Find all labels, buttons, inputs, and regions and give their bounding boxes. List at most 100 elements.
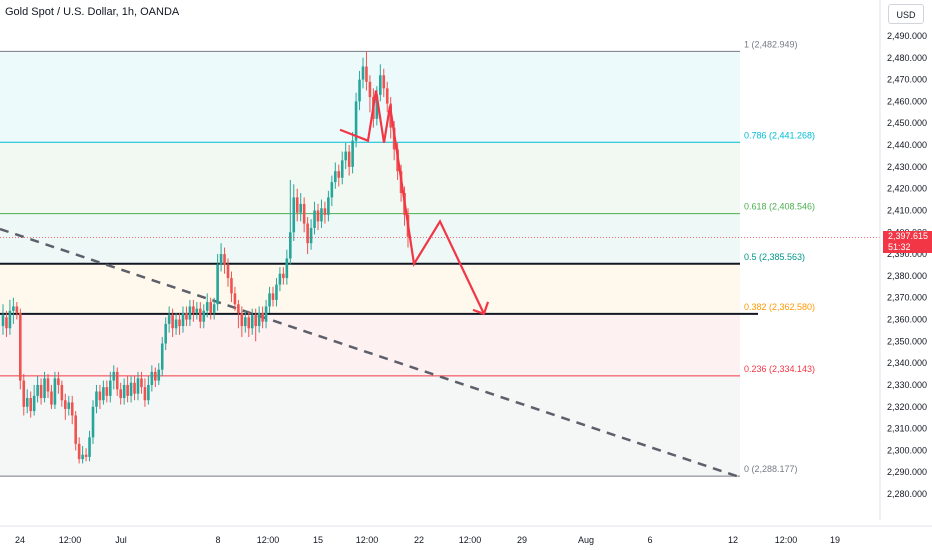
fib-band [0, 213, 740, 264]
countdown-timer: 51:32 [888, 242, 911, 252]
candle [195, 302, 199, 320]
time-tick-label: 19 [830, 535, 840, 545]
candle [257, 306, 261, 333]
candle [244, 310, 247, 333]
candle-body [39, 384, 43, 399]
candle-body [192, 306, 195, 313]
price-tick-label: 2,430.000 [887, 162, 927, 172]
price-tick-label: 2,330.000 [887, 380, 927, 390]
candle [122, 378, 126, 405]
candle-body [375, 94, 379, 119]
candle [181, 306, 185, 333]
candle-body [164, 323, 167, 344]
candle-body [74, 415, 77, 444]
price-tick-label: 2,280.000 [887, 489, 927, 499]
candle-body [150, 371, 154, 385]
candle [226, 258, 230, 287]
fib-label: 0.382 (2,362.580) [744, 302, 815, 312]
candle-body [289, 232, 292, 259]
candle-body [8, 310, 12, 329]
candle [25, 389, 29, 414]
time-tick-label: 12:00 [356, 535, 379, 545]
candle [74, 411, 77, 451]
currency-button[interactable]: USD [888, 4, 924, 24]
candle [347, 145, 351, 176]
price-tick-label: 2,380.000 [887, 271, 927, 281]
candle-body [271, 293, 275, 300]
projection-path[interactable] [0, 90, 880, 316]
candle-body [5, 317, 8, 329]
candle-body [19, 312, 22, 381]
candle-body [157, 369, 161, 381]
candle [164, 317, 167, 351]
price-axis[interactable]: 2,490.000 2,480.000 2,470.000 2,460.000 2,45… [879, 0, 927, 520]
projection-line [339, 90, 485, 315]
candle-body [347, 151, 351, 167]
candle-body [354, 101, 358, 141]
candle-body [233, 293, 237, 305]
candle-body [223, 254, 226, 265]
candle [233, 286, 237, 311]
candle [302, 197, 306, 233]
candle [64, 393, 67, 420]
fib-retracement[interactable]: 1 (2,482.949) 0.786 (2,441.268) 0.618 (2,4… [0, 39, 815, 477]
candle-body [202, 310, 206, 322]
time-tick-label: Aug [578, 535, 594, 545]
candle-body [302, 203, 306, 224]
candle-body [185, 312, 188, 320]
candle [361, 57, 365, 89]
candle-body [365, 66, 368, 82]
candle-body [136, 378, 140, 394]
price-tick-label: 2,480.000 [887, 53, 927, 63]
candle [22, 374, 26, 416]
candle-body [46, 378, 50, 392]
candle [237, 299, 240, 329]
candle [119, 382, 122, 405]
candle-body [178, 319, 181, 327]
candle [282, 267, 285, 285]
time-axis[interactable]: 24 12:00 Jul 8 12:00 15 12:00 22 12:00 29 Aug 6 12 12… [0, 525, 932, 545]
candle [81, 446, 84, 464]
candle-body [115, 371, 119, 390]
candle [133, 376, 136, 401]
candle [278, 267, 282, 292]
candle [289, 179, 292, 265]
time-tick-label: 22 [414, 535, 424, 545]
candle [147, 376, 150, 405]
candle-body [250, 315, 254, 329]
candle [299, 193, 302, 222]
candle [219, 243, 223, 272]
price-tick-label: 2,360.000 [887, 315, 927, 325]
trendline[interactable] [0, 227, 739, 478]
candle-body [257, 312, 261, 327]
candle [330, 175, 334, 207]
candle [32, 384, 36, 416]
candle [1, 304, 5, 335]
candle [354, 92, 358, 148]
candle [271, 286, 275, 307]
candle-body [219, 254, 223, 265]
candle-body [282, 273, 285, 279]
candle [98, 384, 102, 409]
candle [306, 217, 309, 255]
trendline-segment [0, 227, 739, 478]
price-tick-label: 2,450.000 [887, 118, 927, 128]
candle [157, 363, 161, 385]
candle-body [122, 384, 126, 399]
candle [261, 306, 264, 329]
candle-body [112, 371, 116, 381]
candle-body [95, 391, 98, 407]
candle [358, 70, 361, 111]
candle-body [67, 402, 71, 409]
candle-body [237, 304, 240, 313]
candle [285, 249, 289, 285]
last-price-value: 2,397.615 [888, 231, 929, 241]
candle [344, 142, 347, 170]
candle [230, 271, 233, 303]
candle [174, 312, 178, 335]
candle [19, 308, 22, 390]
candle-body [53, 378, 57, 405]
candle-body [309, 227, 313, 244]
candle-body [15, 306, 19, 313]
